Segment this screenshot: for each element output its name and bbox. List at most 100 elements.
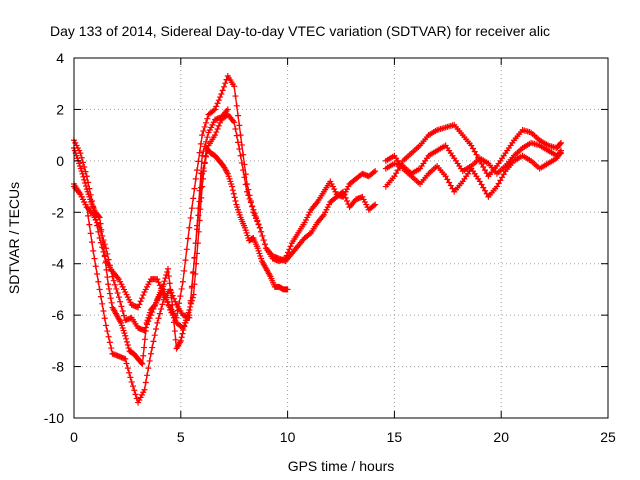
data-point (178, 334, 185, 341)
data-point (170, 310, 177, 317)
data-point (217, 119, 224, 126)
data-point (258, 228, 265, 235)
data-point (557, 140, 564, 147)
data-point (230, 190, 237, 197)
data-point (195, 205, 202, 212)
data-point (232, 197, 239, 204)
data-point (85, 212, 92, 219)
data-point (190, 269, 197, 276)
data-point (146, 357, 153, 364)
data-point (391, 173, 398, 180)
data-point (218, 91, 225, 97)
data-point (214, 125, 221, 132)
y-tick-label: 0 (56, 153, 64, 169)
data-point (117, 298, 124, 305)
data-point (558, 147, 565, 154)
data-point (284, 286, 291, 293)
data-point (115, 294, 122, 301)
data-point (195, 158, 202, 165)
data-point (177, 337, 184, 344)
data-point (179, 330, 186, 337)
data-point (123, 335, 130, 342)
data-point (185, 235, 192, 242)
data-point (103, 322, 110, 329)
data-point (167, 286, 174, 293)
data-point (108, 267, 115, 274)
data-point (194, 167, 201, 174)
data-point (123, 338, 130, 345)
data-point (83, 204, 90, 211)
x-axis-label: GPS time / hours (288, 458, 395, 474)
data-point (478, 181, 485, 188)
y-tick-label: -8 (52, 359, 65, 375)
data-point (179, 278, 186, 285)
data-point (159, 301, 166, 308)
data-point (120, 312, 127, 319)
data-point (151, 332, 158, 339)
data-point (80, 173, 87, 180)
data-point (201, 123, 208, 130)
y-tick-label: 2 (56, 101, 64, 117)
data-point (495, 180, 502, 187)
data-point (99, 300, 106, 307)
data-point (139, 361, 146, 367)
data-point (232, 125, 239, 132)
data-point (150, 338, 157, 345)
data-point (154, 319, 161, 326)
data-point (88, 239, 95, 246)
data-point (210, 107, 217, 114)
data-point (235, 139, 242, 146)
data-point (187, 299, 194, 306)
plot-area (71, 73, 565, 406)
data-point (244, 188, 251, 195)
data-point (105, 333, 112, 340)
data-point (470, 145, 477, 152)
data-point (154, 276, 161, 283)
data-point (224, 106, 231, 113)
data-point (287, 243, 294, 250)
data-point (86, 221, 93, 228)
data-point (246, 195, 253, 202)
data-point (192, 175, 199, 182)
data-point (99, 232, 106, 239)
data-point (94, 271, 101, 277)
data-point (260, 237, 267, 244)
data-point (181, 267, 188, 274)
data-series (71, 111, 379, 334)
data-point (170, 295, 177, 302)
data-point (203, 138, 210, 145)
plot-frame (73, 57, 609, 419)
data-point (483, 170, 490, 177)
data-point (199, 132, 206, 139)
data-point (140, 352, 147, 359)
chart-title: Day 133 of 2014, Sidereal Day-to-day VTE… (50, 23, 550, 39)
data-point (81, 176, 88, 183)
data-point (131, 387, 138, 394)
data-point (156, 310, 163, 317)
data-point (129, 383, 136, 390)
data-point (447, 182, 454, 189)
series-line (385, 124, 562, 188)
x-tick-label: 0 (70, 429, 78, 445)
data-point (105, 256, 112, 263)
data-point (151, 302, 158, 309)
data-point (172, 336, 179, 343)
data-point (480, 164, 487, 171)
data-point (449, 185, 456, 192)
data-point (204, 134, 211, 141)
data-point (446, 179, 453, 186)
data-point (241, 174, 248, 181)
data-point (161, 278, 168, 285)
x-tick-label: 15 (387, 429, 403, 445)
data-point (203, 119, 210, 126)
data-point (372, 168, 379, 175)
y-tick-label: -4 (52, 256, 65, 272)
data-point (229, 187, 236, 194)
data-point (219, 87, 226, 94)
data-point (197, 140, 204, 147)
data-point (147, 350, 154, 357)
data-point (250, 206, 257, 213)
data-point (370, 202, 377, 209)
data-point (100, 308, 107, 315)
data-point (102, 259, 109, 266)
